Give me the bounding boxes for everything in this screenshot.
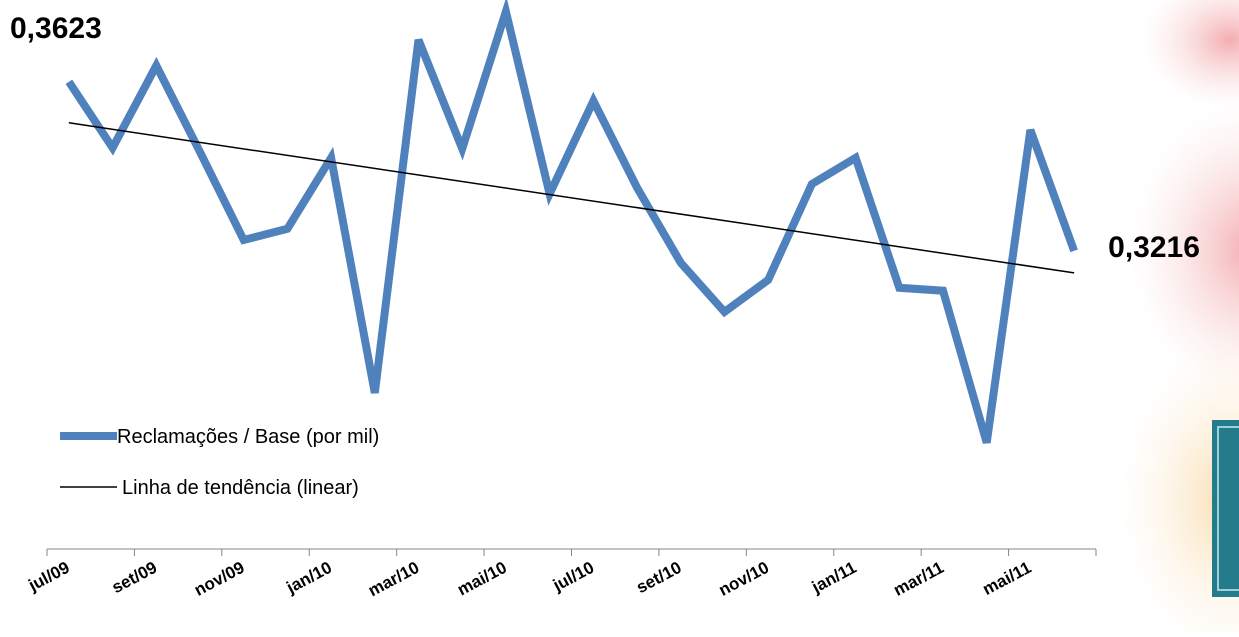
value-label: 0,3623	[10, 12, 102, 45]
legend-label: Linha de tendência (linear)	[122, 477, 359, 499]
trend-line	[68, 122, 1075, 274]
x-tick-label: mar/10	[365, 558, 422, 601]
x-tick-label: jul/10	[549, 558, 597, 596]
legend: Reclamações / Base (por mil) Linha de ten…	[60, 426, 379, 499]
x-tick-label: jan/11	[808, 558, 860, 597]
data-line	[65, 0, 1078, 444]
value-label: 0,3216	[1108, 231, 1200, 264]
legend-label: Reclamações / Base (por mil)	[117, 426, 379, 448]
x-tick-label: nov/09	[191, 558, 247, 600]
x-tick-label: set/10	[633, 558, 684, 597]
x-tick-label: nov/10	[716, 558, 772, 600]
x-tick-label: mai/10	[454, 558, 510, 600]
x-tick-label: mar/11	[890, 558, 947, 600]
x-tick-label: jan/10	[283, 558, 335, 598]
background-decoration	[1120, 0, 1239, 637]
x-tick-label: jul/09	[25, 558, 73, 596]
x-tick-label: mai/11	[979, 558, 1034, 599]
x-tick-label: set/09	[109, 558, 160, 597]
